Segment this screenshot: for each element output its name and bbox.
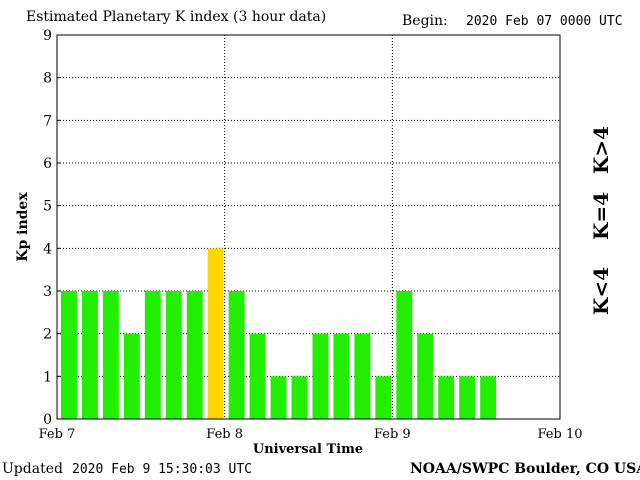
- begin-label: Begin:: [402, 13, 448, 29]
- kp-bar: [207, 248, 224, 419]
- x-tick-label: Feb 7: [39, 427, 76, 442]
- kp-bar: [270, 376, 287, 419]
- x-tick-label: Feb 8: [206, 427, 243, 442]
- kp-bar: [81, 291, 98, 419]
- y-tick-label: 9: [43, 28, 52, 44]
- updated-label: Updated: [2, 461, 63, 477]
- x-axis-label: Universal Time: [253, 442, 363, 457]
- kp-bar: [438, 376, 455, 419]
- kp-bar: [417, 333, 434, 419]
- updated-value: 2020 Feb 9 15:30:03 UTC: [72, 462, 253, 477]
- y-tick-label: 6: [43, 156, 52, 172]
- legend-high: K>4: [589, 126, 613, 174]
- kp-bar: [186, 291, 203, 419]
- bars: [61, 248, 497, 419]
- y-tick-label: 4: [43, 241, 52, 257]
- kp-bar: [375, 376, 392, 419]
- chart-title: Estimated Planetary K index (3 hour data…: [26, 9, 327, 25]
- kp-bar: [102, 291, 119, 419]
- y-tick-label: 7: [43, 113, 52, 129]
- kp-bar: [480, 376, 497, 419]
- kp-bar: [165, 291, 182, 419]
- kp-bar: [312, 333, 329, 419]
- kp-bar: [396, 291, 413, 419]
- kp-bar: [249, 333, 266, 419]
- kp-bar: [144, 291, 161, 419]
- y-tick-label: 1: [43, 369, 52, 385]
- y-axis-label: Kp index: [15, 192, 31, 262]
- legend-mid: K=4: [589, 192, 613, 240]
- kp-bar: [459, 376, 476, 419]
- y-tick-label: 0: [43, 412, 52, 428]
- begin-value: 2020 Feb 07 0000 UTC: [466, 14, 623, 29]
- kp-bar: [333, 333, 350, 419]
- x-tick-label: Feb 9: [374, 427, 411, 442]
- source-credit: NOAA/SWPC Boulder, CO USA: [410, 461, 640, 477]
- y-tick-label: 3: [43, 284, 52, 300]
- grid-lines: [57, 34, 560, 419]
- kp-bar: [228, 291, 245, 419]
- kp-bar: [61, 291, 77, 419]
- kp-bar: [354, 333, 371, 419]
- y-tick-label: 8: [43, 71, 52, 87]
- kp-bar: [291, 376, 308, 419]
- y-tick-label: 2: [43, 327, 52, 343]
- kp-bar: [123, 333, 140, 419]
- plot-frame: [56, 34, 561, 420]
- legend-low: K<4: [589, 267, 613, 315]
- y-tick-labels: 0 1 2 3 4 5 6 7 8 9: [43, 28, 61, 428]
- y-tick-label: 5: [43, 199, 52, 215]
- x-tick-labels: Feb 7 Feb 8 Feb 9 Feb 10: [39, 427, 583, 442]
- x-tick-label: Feb 10: [538, 427, 583, 442]
